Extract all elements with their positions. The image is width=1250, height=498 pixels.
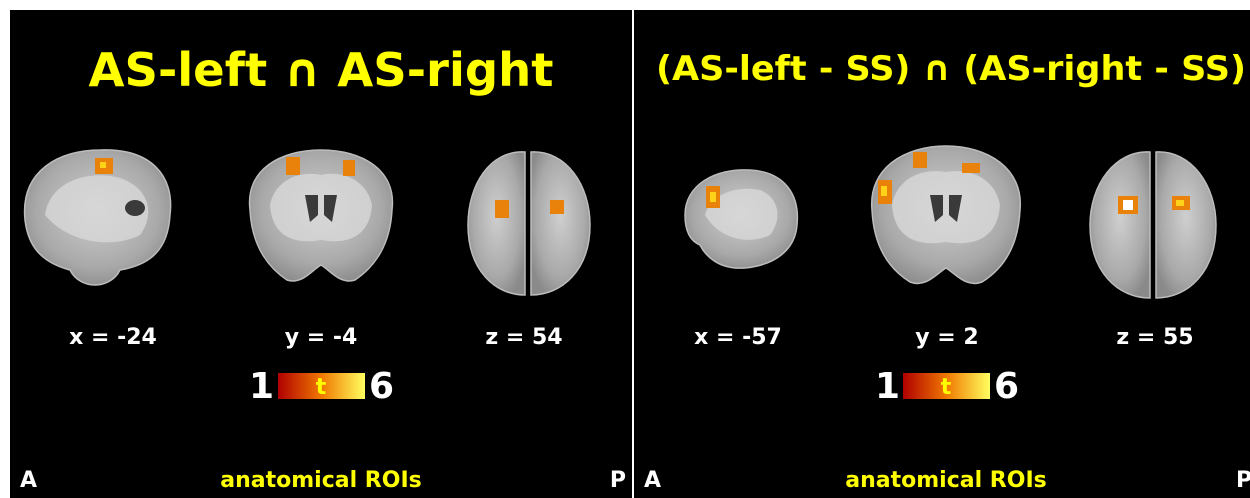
footer-center: anatomical ROIs (845, 468, 1046, 493)
coronal-slice (871, 145, 1021, 285)
brain-shape (892, 171, 1000, 244)
slice-label: z = 55 (1116, 325, 1193, 350)
brain-shape (125, 200, 145, 216)
brain-shape (305, 195, 337, 222)
brain-shape (343, 160, 355, 176)
slice-label: x = -57 (694, 325, 782, 350)
footer-right: P (1236, 468, 1250, 493)
brain-shape (100, 162, 106, 168)
brain-shape (881, 186, 887, 196)
footer-left: A (20, 468, 37, 493)
brain-shape (45, 175, 149, 243)
axial-slice (1089, 151, 1217, 299)
brain-shape (1176, 200, 1184, 206)
panel-left: AS-left ∩ AS-right x = -24 y = -4 z = 54… (10, 10, 632, 498)
brain-shape (530, 151, 591, 296)
slice-label: x = -24 (69, 325, 157, 350)
colorbar-min: 1 (249, 366, 274, 407)
brain-shape (962, 163, 980, 173)
colorbar (903, 373, 990, 399)
brain-shape (270, 173, 372, 242)
brain-shape (710, 192, 716, 202)
footer-right: P (610, 468, 626, 493)
panel-title: (AS-left - SS) ∩ (AS-right - SS) (656, 49, 1246, 89)
sagittal-slice (23, 149, 172, 286)
colorbar-min: 1 (875, 366, 900, 407)
slice-label: y = -4 (285, 325, 358, 350)
brain-shape (1155, 151, 1217, 299)
footer-left: A (644, 468, 661, 493)
slice-label: y = 2 (915, 325, 978, 350)
slice-label: z = 54 (485, 325, 562, 350)
panel-title: AS-left ∩ AS-right (89, 43, 554, 97)
footer-center: anatomical ROIs (220, 468, 421, 493)
axial-slice (467, 151, 591, 296)
brain-shape (550, 200, 564, 214)
panel-right: (AS-left - SS) ∩ (AS-right - SS) x = -57 (634, 10, 1250, 498)
colorbar-label: t (941, 375, 952, 400)
brain-shape (495, 200, 509, 218)
brain-shape (930, 195, 962, 222)
brain-shape (467, 151, 526, 296)
sagittal-slice (684, 169, 799, 269)
brain-shape (1123, 200, 1133, 210)
coronal-slice (248, 149, 394, 282)
brain-shape (1089, 151, 1151, 299)
colorbar (278, 373, 365, 399)
colorbar-label: t (316, 375, 327, 400)
brain-shape (913, 152, 927, 168)
brain-shape (286, 157, 300, 175)
colorbar-max: 6 (369, 366, 394, 407)
colorbar-max: 6 (994, 366, 1019, 407)
brain-shape (705, 188, 778, 240)
